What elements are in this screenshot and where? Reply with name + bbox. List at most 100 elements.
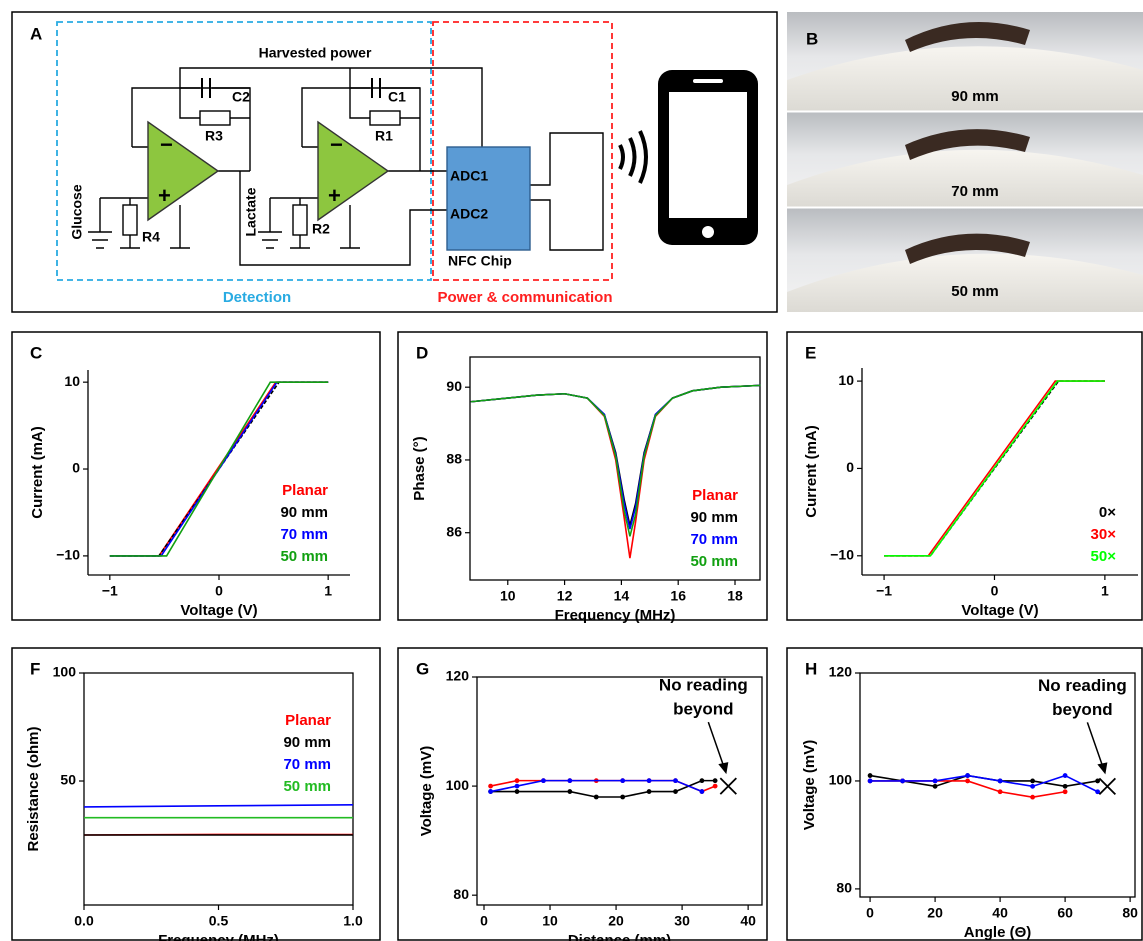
annotation-arrow (707, 721, 726, 769)
arrow-head (718, 762, 729, 775)
data-point (867, 778, 873, 784)
series-line (109, 381, 329, 557)
photo (787, 12, 1143, 111)
panel-label: E (805, 343, 816, 362)
series-line (490, 779, 703, 793)
y-axis-title: Voltage (mV) (418, 746, 435, 837)
x-tick-label: 0.0 (74, 913, 94, 929)
section-label: Detection (223, 289, 291, 306)
panel-b: B 90 mm 70 mm 50 mm (787, 12, 1143, 312)
series-line (470, 384, 761, 537)
component-label: R3 (205, 128, 223, 144)
y-axis-title: Phase (°) (411, 436, 428, 500)
x-axis-title: Voltage (V) (961, 602, 1038, 619)
legend-entry: 50 mm (690, 553, 738, 570)
y-tick-label: −10 (56, 547, 80, 563)
no-reading-marker (719, 777, 737, 795)
x-tick-label: 18 (727, 588, 743, 604)
y-tick-label: 120 (446, 668, 470, 684)
input-label: Glucose (69, 184, 85, 239)
panel-label: G (416, 659, 429, 678)
component-label: R2 (312, 221, 330, 237)
series-line (884, 380, 1105, 557)
panel-frame (11, 11, 778, 313)
x-tick-label: 0 (480, 913, 488, 929)
adc-label: ADC1 (450, 168, 488, 184)
data-point (1030, 778, 1036, 784)
x-tick-label: 80 (1122, 905, 1138, 921)
data-point (567, 778, 573, 784)
photo-label: 70 mm (951, 183, 999, 200)
data-point (900, 778, 905, 784)
y-tick-label: −10 (830, 546, 854, 562)
x-tick-label: 20 (608, 913, 624, 929)
data-point (1030, 783, 1036, 789)
y-axis-title: Current (mA) (803, 425, 820, 518)
y-tick-label: 0 (72, 460, 80, 476)
data-point (965, 773, 970, 778)
adc-label: ADC2 (450, 206, 488, 222)
chart-panel: D 10 12 14 16 18 86 88 90 Frequency (MHz) Phase (°… (397, 331, 768, 624)
x-tick-label: 40 (992, 905, 1008, 921)
legend-entry: 50 mm (283, 778, 331, 795)
legend-entry: 70 mm (280, 526, 328, 543)
chart-panel: G 0 10 20 30 40 80 100 120 Distance (mm) Voltage (… (397, 647, 768, 941)
data-point (514, 789, 520, 794)
opamp-sign: + (328, 183, 341, 208)
x-tick-label: 0 (215, 583, 223, 599)
legend-entry: 0× (1099, 504, 1116, 521)
opamp-sign: − (330, 132, 343, 157)
panel-frame (397, 647, 768, 941)
plot-frame (859, 672, 1136, 898)
data-point (646, 789, 652, 794)
x-tick-label: −1 (876, 583, 892, 599)
chart-panel: F 0.0 0.5 1.0 50 100 Frequency (MHz) Resistance… (11, 647, 381, 941)
arrow-head (1097, 762, 1108, 775)
data-point (567, 789, 573, 794)
data-point (593, 794, 599, 800)
data-point (541, 778, 546, 784)
annotation-text: No reading (659, 676, 748, 695)
wireless-waves (618, 130, 648, 184)
x-axis-title: Frequency (MHz) (555, 607, 676, 624)
annotation-arrow (1086, 722, 1105, 769)
y-tick-label: 120 (829, 664, 853, 680)
panel-frame (11, 331, 381, 621)
x-tick-label: 10 (542, 913, 558, 929)
x-axis-title: Voltage (V) (180, 602, 257, 619)
chip-label: NFC Chip (448, 253, 512, 269)
x-tick-label: 0.5 (209, 913, 229, 929)
panel-frame (11, 647, 381, 941)
x-tick-label: 1 (1101, 583, 1109, 599)
data-point (514, 783, 520, 789)
series-line (83, 803, 354, 808)
x-tick-label: 1 (324, 583, 332, 599)
x-tick-label: 10 (500, 588, 516, 604)
panel-label: F (30, 659, 40, 678)
photo (787, 112, 1143, 207)
adc-block (446, 146, 531, 251)
no-reading-marker (1098, 777, 1117, 795)
input-label: Lactate (243, 187, 259, 236)
data-point (712, 783, 718, 789)
data-point (673, 778, 678, 784)
opamp-sign: − (160, 132, 173, 157)
y-axis-title: Voltage (mV) (801, 740, 818, 831)
x-tick-label: 14 (614, 588, 630, 604)
data-point (932, 778, 938, 784)
plot-frame (469, 356, 761, 581)
wiring (88, 67, 604, 266)
data-point (997, 778, 1003, 784)
y-tick-label: 80 (836, 880, 852, 896)
series-line (870, 774, 1098, 793)
legend-entry: Planar (692, 487, 738, 504)
x-axis-title: Frequency (MHz) (158, 932, 279, 941)
legend-entry: Planar (285, 712, 331, 729)
data-point (1030, 794, 1036, 800)
data-point (867, 773, 873, 778)
panel-frame (786, 647, 1143, 941)
